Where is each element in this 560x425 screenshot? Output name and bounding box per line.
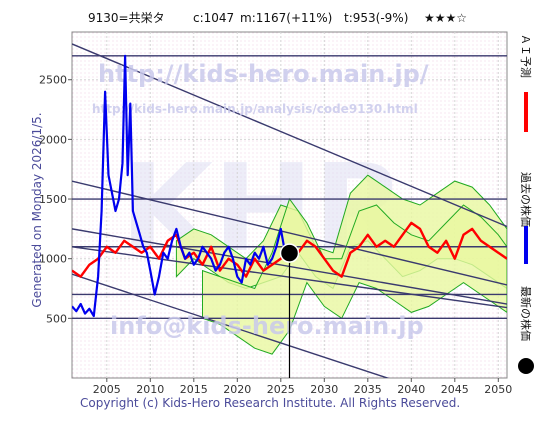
past-price-line bbox=[72, 54, 290, 318]
y-tick-label-1: 1000 bbox=[39, 253, 67, 266]
x-tick-label-8: 2045 bbox=[441, 383, 469, 396]
watermark-url: http://kids-hero.main.jp/ bbox=[98, 60, 429, 88]
latest-price-marker bbox=[279, 243, 300, 263]
x-tick-label-2: 2015 bbox=[180, 383, 208, 396]
y-tick-label-0: 500 bbox=[46, 312, 67, 325]
header-stars: ★★★☆ bbox=[424, 11, 467, 25]
x-tick-label-0: 2005 bbox=[93, 383, 121, 396]
header-trend: t:953(-9%) bbox=[344, 11, 408, 25]
header-mid: m:1167(+11%) bbox=[240, 11, 332, 25]
watermark-mail: info@kids-hero.main.jp bbox=[110, 312, 424, 340]
header-code-name: 9130=共栄タ bbox=[88, 11, 165, 25]
x-tick-label-5: 2030 bbox=[310, 383, 338, 396]
y-tick-label-2: 1500 bbox=[39, 193, 67, 206]
channel-line-0 bbox=[72, 43, 507, 228]
legend-latest-label: 最新の株価 bbox=[519, 286, 533, 341]
latest-marker-group bbox=[279, 243, 300, 378]
plot-layer: KHR http://kids-hero.main.jp/ http://kid… bbox=[72, 32, 507, 378]
legend: ＡＩ予測 過去の株価 最新の株価 bbox=[518, 34, 534, 374]
generated-label: Generated on Monday 2026/1/5. bbox=[30, 112, 44, 307]
copyright: Copyright (c) Kids-Hero Research Institu… bbox=[80, 396, 460, 410]
channel-line-1 bbox=[72, 180, 507, 286]
legend-ai-label: ＡＩ予測 bbox=[519, 34, 533, 78]
watermark-analysis: http://kids-hero.main.jp/analysis/code91… bbox=[92, 102, 418, 116]
legend-past-label: 過去の株価 bbox=[519, 172, 533, 227]
x-tick-label-9: 2050 bbox=[484, 383, 512, 396]
x-tick-label-3: 2020 bbox=[223, 383, 251, 396]
legend-latest-dot bbox=[518, 358, 534, 374]
x-tick-label-7: 2040 bbox=[397, 383, 425, 396]
y-tick-label-3: 2000 bbox=[39, 133, 67, 146]
header-current: c:1047 bbox=[193, 11, 234, 25]
x-tick-label-1: 2010 bbox=[136, 383, 164, 396]
y-axis-ticks: 500 1000 1500 2000 2500 bbox=[39, 74, 72, 325]
x-tick-label-4: 2025 bbox=[267, 383, 295, 396]
x-axis-ticks: 2005 2010 2015 2020 2025 2030 2035 2040 2045 2050 bbox=[93, 378, 512, 396]
y-tick-label-4: 2500 bbox=[39, 74, 67, 87]
x-tick-label-6: 2035 bbox=[354, 383, 382, 396]
